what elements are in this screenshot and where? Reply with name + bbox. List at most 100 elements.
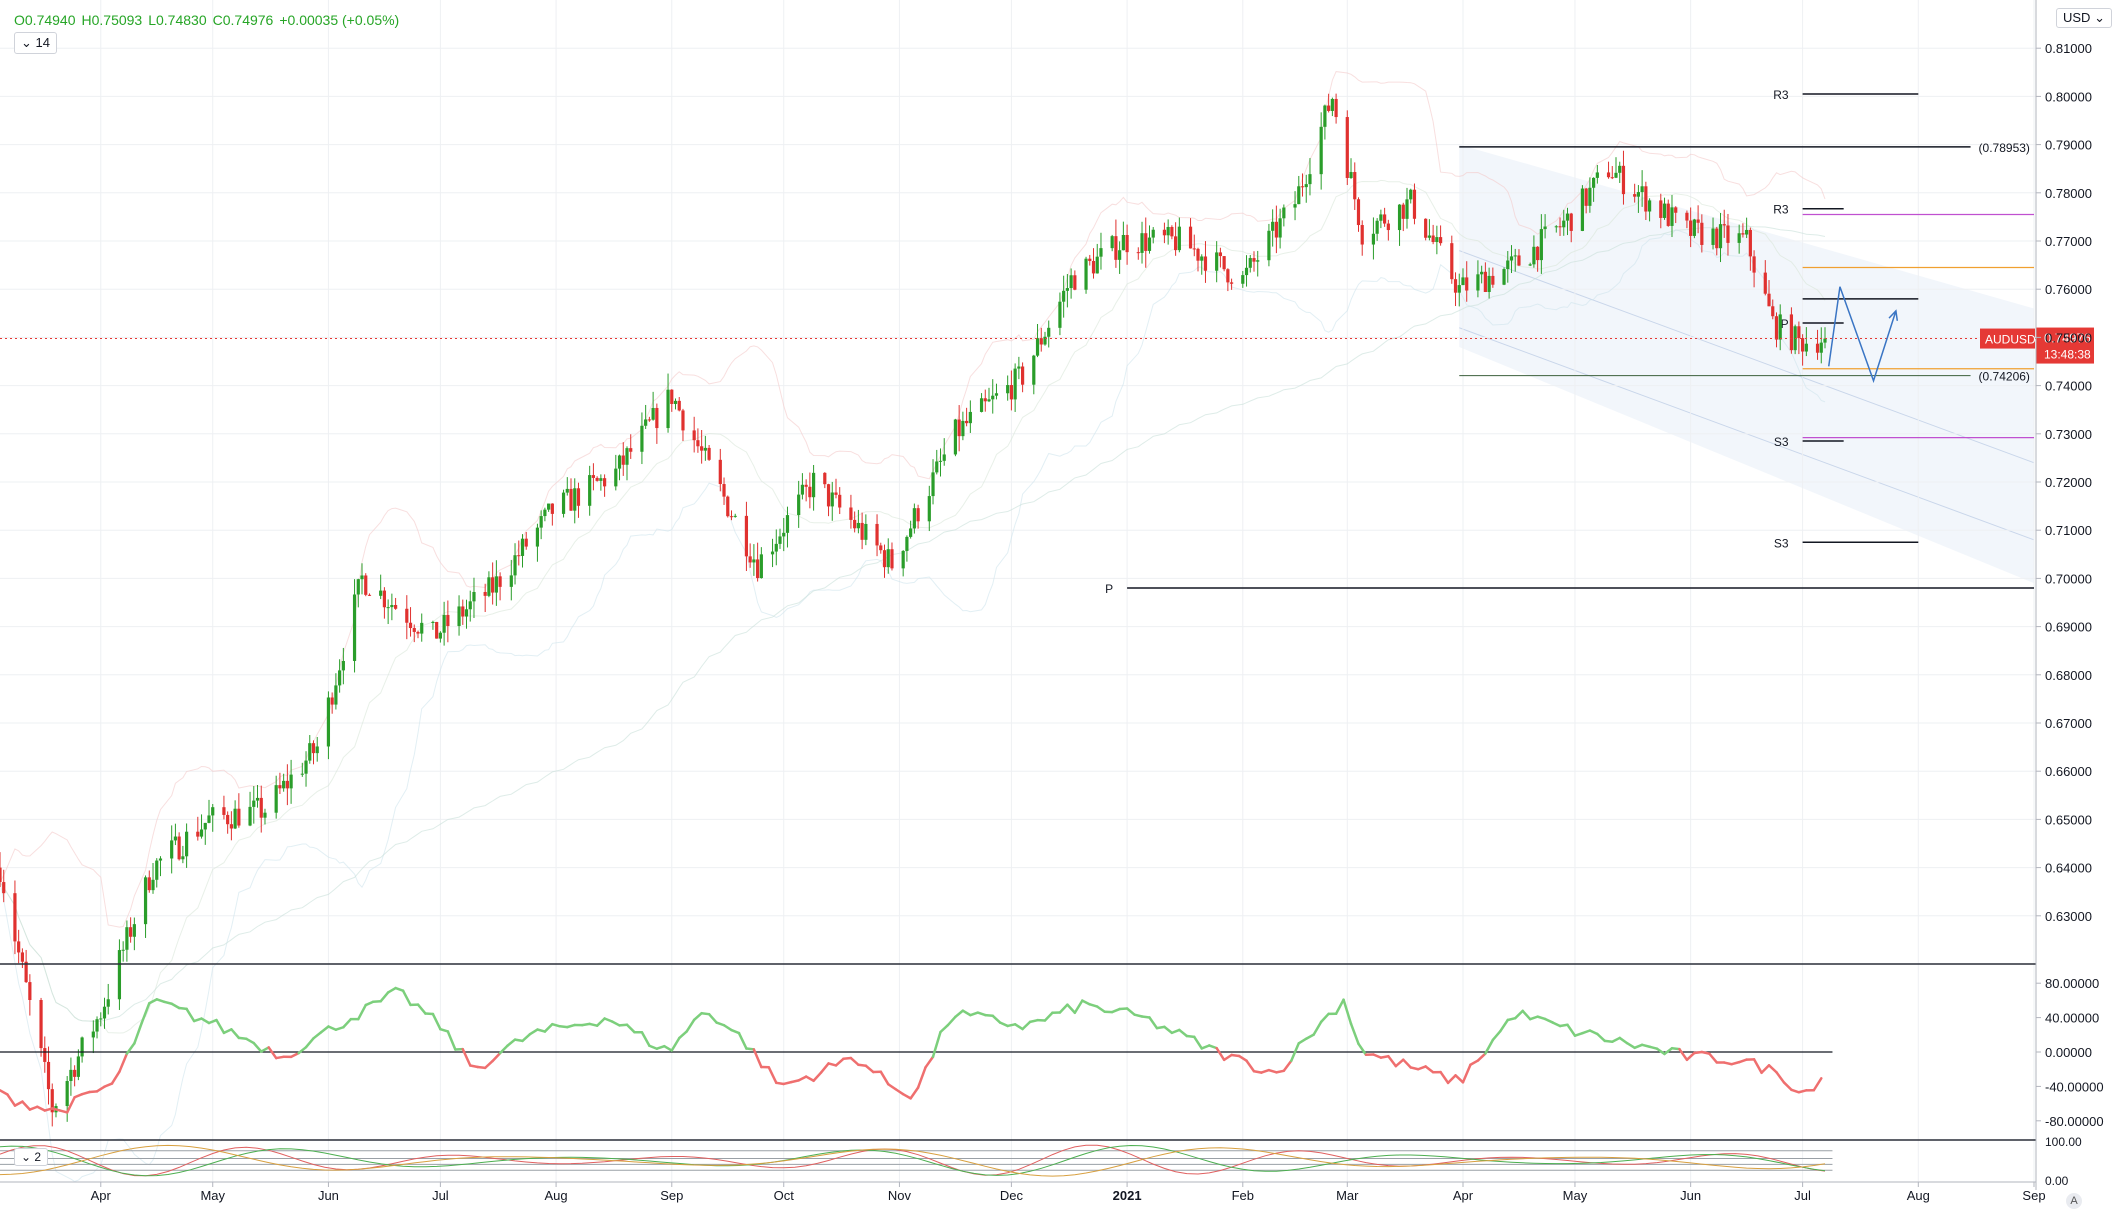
candle-body [857,523,860,528]
candle-body [1607,172,1610,177]
candle-body [353,595,356,661]
candle-body [760,554,763,578]
osc-segment [1776,1072,1783,1082]
chevron-down-icon: ⌄ [21,1150,34,1164]
candle-body [1618,166,1621,173]
y-tick-label: 0.64000 [2045,861,2092,876]
candle-body [618,455,621,468]
currency-selector[interactable]: USD ⌄ [2056,8,2112,28]
osc-segment [851,1058,858,1065]
osc-segment [1358,1044,1365,1055]
candle-body [1387,224,1390,230]
x-tick-label: Nov [888,1188,912,1203]
candle-body [1223,256,1226,269]
candle-body [569,489,572,511]
candle-body [1435,237,1438,242]
candle-body [461,606,464,616]
candle-body [484,592,487,596]
candle-body [1458,285,1461,293]
candle-body [1566,214,1569,221]
study-chip-main[interactable]: ⌄ 14 [14,32,57,54]
y-tick-label: 0.72000 [2045,475,2092,490]
candle-body [1506,261,1509,270]
osc-segment [933,1032,940,1057]
x-tick-label: Aug [545,1188,568,1203]
osc-segment [1463,1065,1470,1083]
candle-body [312,743,315,753]
candle-body [1140,233,1143,253]
candle-body [1700,223,1703,245]
candle-body [1256,260,1259,261]
candle-body [674,401,677,404]
candle-body [786,515,789,533]
candle-body [125,927,128,950]
candle-body [1357,199,1360,225]
candle-body [1749,230,1752,256]
candle-body [1297,186,1300,204]
candle-body [1167,227,1170,235]
candle-body [66,1081,69,1106]
osc-segment [1224,1055,1231,1060]
osc-segment [821,1063,828,1072]
candle-body [174,837,177,841]
candle-body [368,595,371,596]
candle-body [364,575,367,594]
candle-body [1592,178,1595,188]
candle-body [148,877,151,890]
candle-body [1820,343,1823,353]
osc-tick-label: -40.00000 [2045,1079,2104,1094]
candle-body [327,697,330,746]
candle-body [77,1056,80,1076]
candle-body [1379,214,1382,220]
candle-body [1432,236,1435,243]
candle-body [543,510,546,516]
candle-body [95,1019,98,1031]
ohlc-change: +0.00035 (+0.05%) [279,12,399,28]
regression-channel [1459,145,2034,584]
candle-body [1637,192,1640,197]
candle-body [577,488,580,506]
osc-segment [1075,1001,1082,1013]
osc-segment [508,1040,515,1046]
candle-body [1611,177,1614,178]
osc-segment [1567,1025,1574,1036]
candle-body [1241,275,1244,284]
x-tick-label: Jun [1680,1188,1701,1203]
symbol-tag: AUDUSD [1985,333,2036,347]
osc-segment [1023,1022,1030,1029]
osc-segment [1403,1060,1410,1068]
candle-body [1633,194,1636,197]
study-chip-lower[interactable]: ⌄ 2 [14,1148,48,1166]
osc-segment [739,1033,746,1048]
candle-body [1413,190,1416,219]
y-tick-label: 0.65000 [2045,812,2092,827]
candle-body [155,861,158,880]
osc-segment [418,1005,425,1014]
osc-segment [231,1029,238,1038]
osc-segment [142,1003,149,1022]
osc-segment [1515,1011,1522,1018]
candle-body [1596,172,1599,177]
candle-body [99,1018,102,1019]
auto-scale-button[interactable]: A [2066,1193,2082,1209]
candle-body [1409,190,1412,200]
candle-body [1062,291,1065,302]
y-tick-label: 0.70000 [2045,571,2092,586]
candle-body [1152,230,1155,238]
osc-segment [1149,1017,1156,1028]
osc-segment [1015,1024,1022,1029]
candle-body [1715,229,1718,249]
x-tick-label: Jul [432,1188,449,1203]
osc-segment [1045,1013,1052,1021]
candle-body [1767,294,1770,307]
candle-body [487,577,490,596]
candle-body [1073,275,1076,289]
candle-body [122,950,125,951]
y-tick-label: 0.69000 [2045,620,2092,635]
candle-body [987,399,990,401]
osc-segment [313,1032,320,1038]
candle-body [103,1007,106,1019]
candle-body [1693,220,1696,236]
